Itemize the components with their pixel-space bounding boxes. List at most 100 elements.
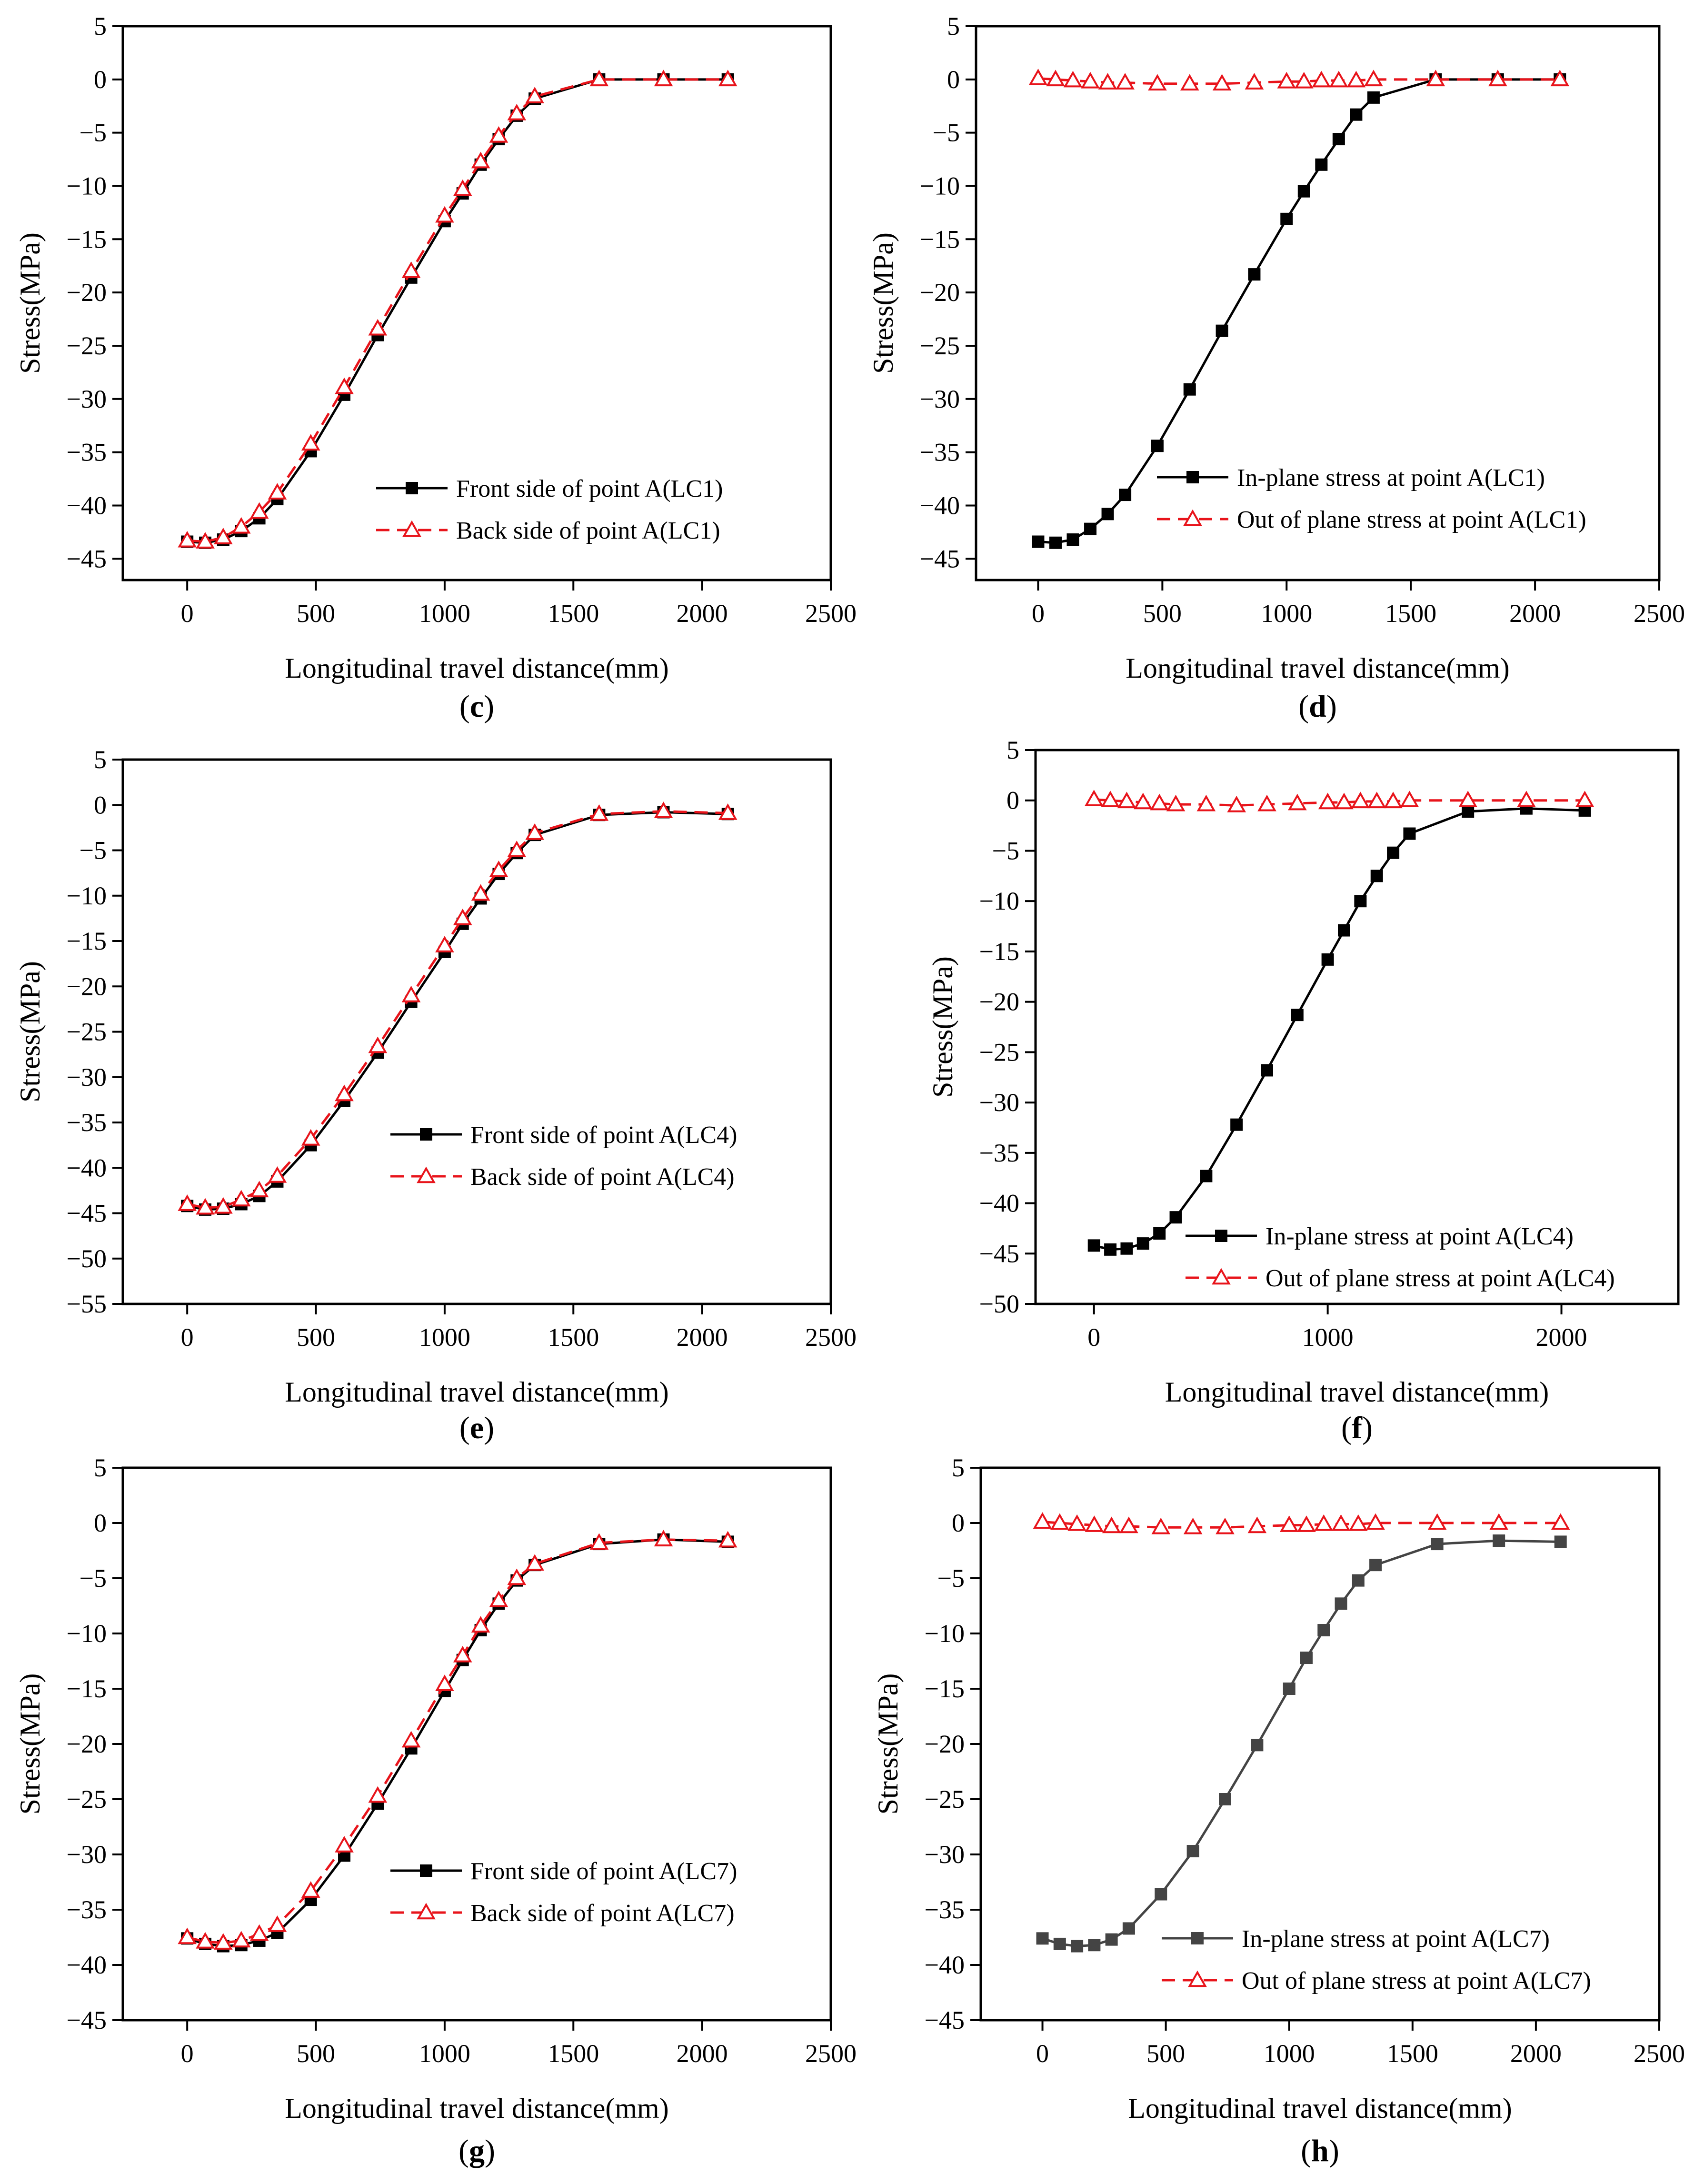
data-point (1575, 791, 1594, 808)
data-point (1384, 791, 1403, 809)
chart-panel-e: 0 500 1000 1500 2000 2500 5 0 −5 −10 −15 −20 −25 −30 −… (14, 745, 857, 1445)
data-point (453, 179, 472, 196)
data-point (1321, 953, 1334, 966)
data-point (471, 151, 490, 169)
data-point (231, 1190, 251, 1207)
y-tick-label: −10 (925, 1619, 965, 1648)
data-point (1427, 1513, 1447, 1530)
y-tick-label: −5 (937, 1564, 965, 1593)
data-point (1367, 791, 1386, 809)
plot-frame (121, 1466, 832, 2022)
data-point (1403, 827, 1416, 840)
data-point (1155, 1888, 1167, 1901)
data-point (401, 1731, 421, 1748)
data-point (1087, 1239, 1100, 1252)
data-point (453, 1645, 472, 1663)
data-point (1153, 1227, 1166, 1240)
panel-label: (f) (1341, 1411, 1373, 1445)
data-point (1066, 533, 1079, 546)
data-point (1033, 1512, 1052, 1529)
data-point (420, 1128, 432, 1141)
data-point (1364, 70, 1383, 87)
data-point (368, 1036, 388, 1053)
chart-panel-c: 0 500 1000 1500 2000 2500 5 0 −5 −10 −15 −20 −25 −30 −… (14, 12, 857, 724)
data-point (268, 1915, 287, 1932)
data-point (1488, 70, 1507, 87)
y-tick-label: −40 (67, 491, 107, 520)
data-point (1150, 793, 1169, 811)
data-point (1335, 1597, 1347, 1610)
legend-entry: In-plane stress at point A(LC4) (1266, 1223, 1574, 1250)
data-point (589, 804, 609, 821)
legend-entry: Out of plane stress at point A(LC4) (1266, 1265, 1615, 1292)
data-point (196, 532, 215, 549)
x-tick-label: 2000 (677, 1323, 728, 1352)
data-point (1297, 1515, 1316, 1532)
chart-panel-g: 0 500 1000 1500 2000 2500 5 0 −5 −10 −15 −20 −25 −30 −… (14, 1453, 857, 2168)
y-tick-label: 5 (94, 1453, 107, 1482)
data-point (1261, 1064, 1273, 1077)
data-point (401, 261, 421, 278)
data-point (1400, 791, 1419, 808)
x-tick-label: 2500 (805, 2039, 857, 2068)
data-point (1188, 1970, 1207, 1987)
data-point (507, 841, 527, 857)
legend: Front side of point A(LC1) Back side of p… (376, 475, 723, 544)
data-point (589, 70, 609, 87)
series-line-1 (187, 78, 728, 544)
data-point (1315, 158, 1328, 171)
data-point (1251, 1739, 1264, 1752)
y-tick-label: −25 (925, 1785, 965, 1813)
data-point (718, 70, 737, 87)
data-point (1329, 70, 1348, 88)
data-point (1148, 74, 1167, 91)
plot-frame (121, 758, 832, 1305)
data-point (1247, 1516, 1267, 1533)
data-point (1370, 870, 1383, 882)
x-tick-label: 0 (181, 599, 194, 628)
data-point (1050, 1513, 1069, 1530)
series-line-1 (1042, 1539, 1561, 1948)
data-point (1317, 1624, 1330, 1637)
x-tick-label: 0 (1036, 2039, 1049, 2068)
data-point (1489, 1513, 1509, 1530)
y-tick-label: −35 (920, 438, 960, 467)
x-tick-label: 500 (1146, 2039, 1185, 2068)
y-tick-label: −20 (67, 278, 107, 307)
x-tick-label: 1500 (1385, 599, 1436, 628)
data-point (1458, 791, 1478, 808)
data-point (1369, 1559, 1382, 1572)
data-point (214, 1933, 233, 1950)
chart-panel-f: 0 1000 2000 5 0 −5 −10 −15 −20 −25 −30 −35 −40 −45 −50… (927, 736, 1680, 1445)
series-line-1 (187, 811, 728, 1211)
series-group (1028, 69, 1570, 549)
plot-frame (121, 25, 832, 581)
data-point (231, 517, 251, 534)
y-axis-title: Stress(MPa) (872, 1673, 904, 1815)
y-tick-label: −20 (67, 1730, 107, 1758)
y-axis-title: Stress(MPa) (14, 1673, 46, 1815)
x-tick-label: 1000 (419, 1323, 470, 1352)
data-point (1517, 791, 1536, 808)
data-point (1119, 1516, 1138, 1533)
data-point (335, 1084, 354, 1102)
data-point (1332, 133, 1345, 146)
data-point (1350, 108, 1363, 121)
data-point (1166, 794, 1186, 811)
data-point (1426, 70, 1445, 87)
data-point (1191, 1932, 1204, 1944)
data-point (471, 884, 490, 901)
data-point (1169, 1211, 1182, 1224)
legend-entry: Back side of point A(LC7) (470, 1900, 735, 1927)
data-point (1036, 1932, 1049, 1945)
data-point (1084, 790, 1104, 806)
data-point (1367, 91, 1380, 104)
data-point (268, 1166, 287, 1183)
y-tick-label: −15 (979, 937, 1019, 966)
y-tick-label: −35 (67, 438, 107, 467)
data-point (525, 87, 544, 103)
y-tick-label: 0 (952, 1509, 965, 1537)
data-point (507, 1568, 527, 1585)
y-tick-label: −10 (67, 882, 107, 910)
